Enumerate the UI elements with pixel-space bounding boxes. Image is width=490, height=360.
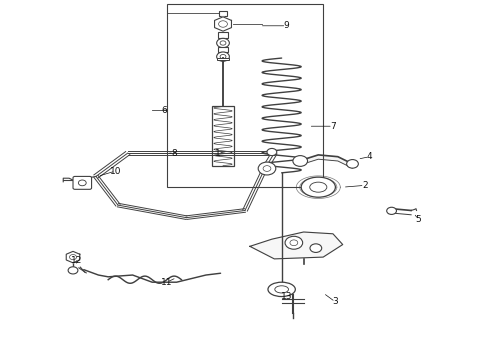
- Circle shape: [310, 244, 322, 252]
- Bar: [218, 32, 228, 38]
- Ellipse shape: [268, 282, 295, 297]
- Circle shape: [346, 159, 358, 168]
- Circle shape: [387, 207, 396, 215]
- Text: 7: 7: [330, 122, 336, 131]
- Circle shape: [267, 148, 277, 156]
- Text: 6: 6: [162, 105, 167, 114]
- Bar: [217, 58, 229, 60]
- Circle shape: [258, 162, 276, 175]
- Text: 3: 3: [333, 297, 338, 306]
- Ellipse shape: [301, 177, 335, 197]
- Text: 9: 9: [284, 21, 290, 30]
- Text: 8: 8: [172, 149, 177, 158]
- Text: 10: 10: [110, 167, 121, 176]
- Polygon shape: [215, 17, 231, 31]
- Polygon shape: [66, 251, 80, 263]
- Bar: [167, 4, 323, 187]
- Circle shape: [217, 39, 229, 48]
- FancyBboxPatch shape: [73, 176, 92, 189]
- Polygon shape: [250, 232, 343, 259]
- Polygon shape: [301, 155, 352, 168]
- Bar: [218, 47, 228, 52]
- Bar: [212, 107, 234, 166]
- Circle shape: [217, 52, 229, 61]
- Bar: [219, 11, 227, 16]
- Text: 5: 5: [416, 215, 421, 224]
- Text: 4: 4: [367, 152, 372, 161]
- Circle shape: [293, 156, 308, 166]
- Circle shape: [285, 236, 303, 249]
- Text: 11: 11: [161, 278, 172, 287]
- Text: 1: 1: [215, 149, 221, 158]
- Text: 12: 12: [71, 256, 82, 265]
- Circle shape: [68, 267, 78, 274]
- Text: 2: 2: [362, 181, 368, 190]
- Text: 13: 13: [281, 292, 292, 301]
